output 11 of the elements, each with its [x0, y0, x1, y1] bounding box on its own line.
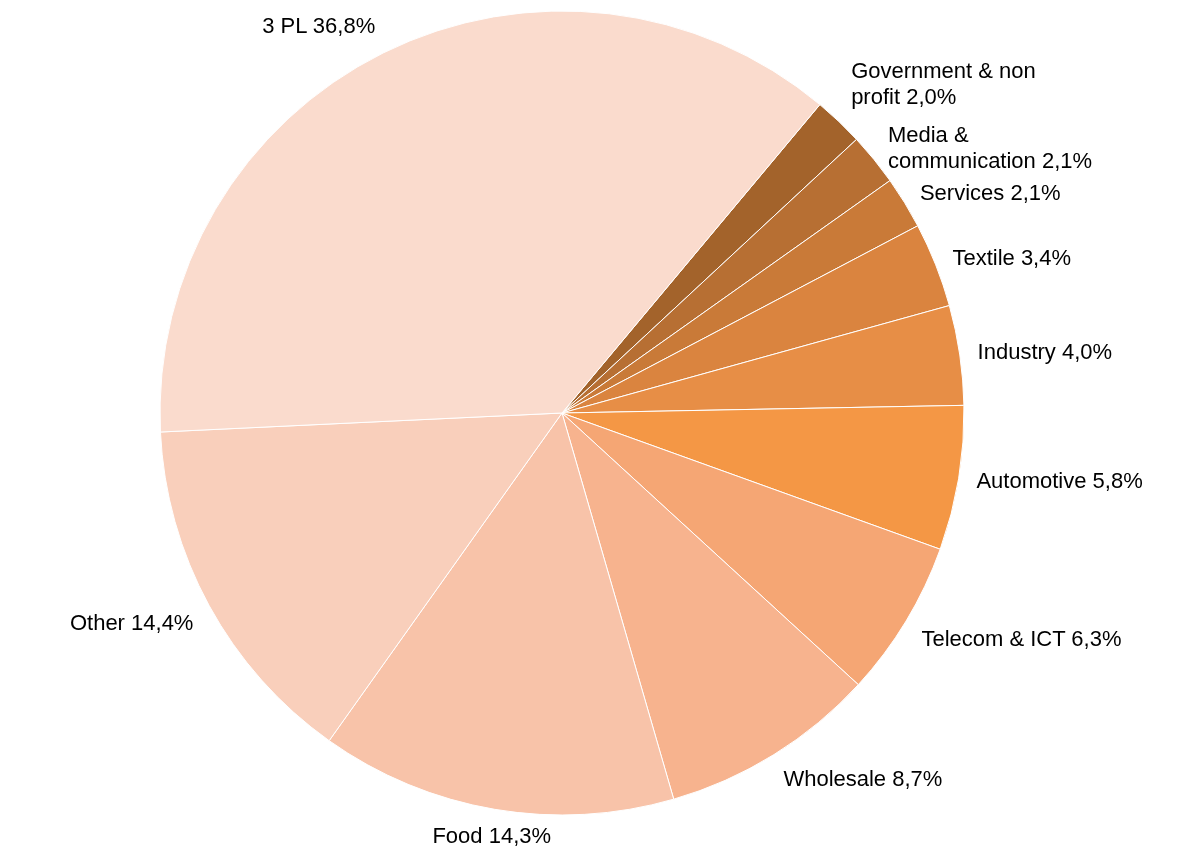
slice-label: Automotive 5,8% — [976, 468, 1143, 494]
slice-label: Services 2,1% — [919, 180, 1061, 206]
slice-label: 3 PL 36,8% — [262, 12, 376, 38]
slice-label: Food 14,3% — [432, 823, 552, 849]
slice-label: Textile 3,4% — [952, 245, 1072, 271]
slice-label: Telecom & ICT 6,3% — [921, 626, 1122, 652]
slice-label: Industry 4,0% — [977, 339, 1113, 365]
slice-label: Wholesale 8,7% — [783, 765, 943, 791]
slice-label: Government & non profit 2,0% — [851, 58, 1036, 110]
slice-label: Other 14,4% — [69, 610, 194, 636]
slice-label: Media & communication 2,1% — [887, 122, 1093, 174]
